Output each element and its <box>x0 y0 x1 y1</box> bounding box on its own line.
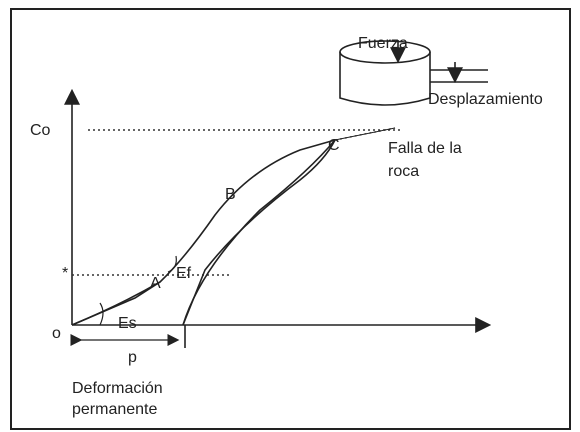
x-caption: permanente <box>72 401 157 418</box>
cylinder-top <box>339 40 431 64</box>
star-label: * <box>62 265 68 282</box>
frame <box>10 8 571 430</box>
es-label: Es <box>118 315 137 332</box>
failure-label: Falla de la <box>388 140 462 157</box>
point-label: C <box>328 137 340 154</box>
point-label: A <box>150 275 161 292</box>
displacement-label: Desplazamiento <box>428 91 543 108</box>
cylinder-body <box>339 52 431 106</box>
co-label: Co <box>30 122 51 139</box>
point-label: B <box>225 186 236 203</box>
x-caption: Deformación <box>72 380 163 397</box>
es-angle <box>99 302 104 326</box>
force-label: Fuerza <box>358 35 408 52</box>
failure-label: roca <box>388 163 419 180</box>
failure-line <box>334 127 396 141</box>
origin-label: o <box>52 325 61 342</box>
ef-angle <box>167 255 177 273</box>
unloading-curve <box>182 139 336 326</box>
reloading-curve <box>182 139 336 326</box>
loading-curve <box>71 139 336 326</box>
ef-label: Ef <box>176 265 192 282</box>
loading-curve-lower <box>71 281 161 326</box>
p-label: p <box>128 349 137 366</box>
